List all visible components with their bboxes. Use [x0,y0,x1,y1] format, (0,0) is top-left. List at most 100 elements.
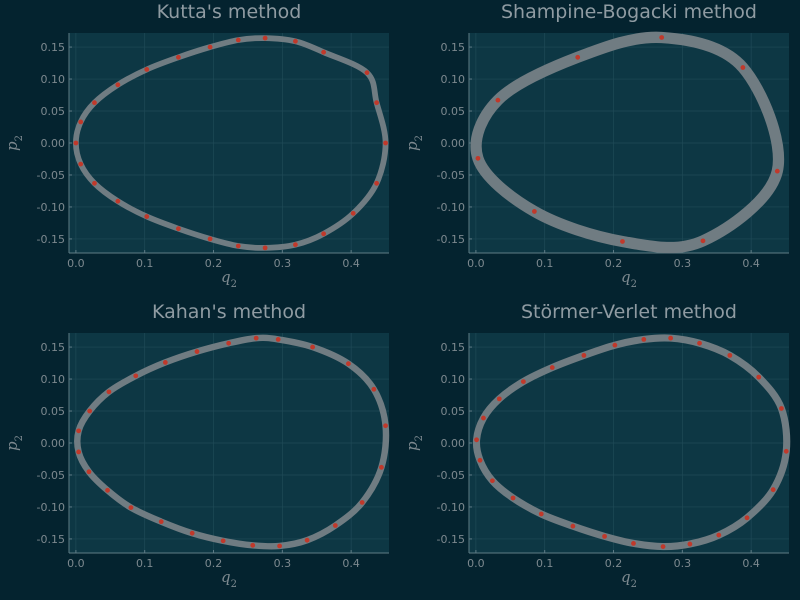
data-point [612,342,618,348]
x-tick-label: 0.1 [136,257,154,270]
data-point [106,389,112,395]
chart-panel-4: 0.0 0.1 0.2 0.3 0.4 -0.15 -0.10 -0.05 0.00 0.05 0.… [403,301,791,590]
y-tick-label: 0.00 [41,137,66,150]
data-point [128,505,134,510]
x-tick-label: 0.4 [342,257,360,270]
y-tick-label: -0.15 [37,533,65,546]
data-point [144,67,150,72]
data-point [293,242,298,248]
data-point [359,500,365,505]
y-axis-label: p2 [403,435,425,451]
data-point [756,374,762,380]
data-point [660,544,666,549]
y-tick-label: -0.15 [437,233,465,246]
y-tick-label: -0.05 [437,469,465,482]
data-point [581,352,587,358]
y-tick-label: -0.05 [37,469,65,482]
data-point [207,236,213,242]
data-point [659,35,665,40]
data-point [78,161,84,167]
data-point [538,511,544,517]
x-axis-label-main: q [621,568,631,586]
data-point [115,82,121,88]
y-axis-label: p2 [403,135,425,151]
data-point [162,360,168,365]
data-point [475,155,481,161]
y-axis-label-sub: 2 [414,435,425,441]
y-tick-label: -0.05 [437,169,465,182]
y-tick-label: 0.05 [441,105,466,118]
data-point [371,386,377,392]
y-tick-label: -0.05 [37,169,65,182]
x-axis-label: q2 [621,568,637,590]
x-tick-label: 0.2 [605,557,623,570]
data-point [76,428,82,434]
data-point [92,180,97,186]
data-point [496,396,502,402]
x-axis-label: q2 [221,268,237,290]
y-axis-label-main: p [3,441,21,451]
x-tick-label: 0.1 [536,557,554,570]
data-point [495,97,501,103]
data-point [490,478,495,484]
data-point [474,437,479,443]
y-axis-label-sub: 2 [14,435,25,441]
chart-panel-2: 0.0 0.1 0.2 0.3 0.4 -0.15 -0.10 -0.05 0.00 0.05 0.… [403,1,789,290]
y-tick-label: 0.00 [41,437,66,450]
chart-title: Shampine-Bogacki method [501,1,757,23]
data-point [176,226,181,232]
data-point [304,537,310,543]
data-point [744,515,750,521]
data-point [92,100,97,106]
data-point [620,239,625,244]
x-tick-label: 0.1 [536,257,554,270]
data-point [740,65,746,70]
data-point [549,365,555,370]
y-tick-label: 0.10 [41,73,66,86]
data-point [78,119,84,125]
data-point [520,379,526,384]
data-point [346,361,351,367]
data-point [277,543,282,549]
data-point [774,168,780,174]
y-tick-label: 0.00 [441,137,466,150]
chart-title: Kutta's method [157,1,302,23]
x-axis-label: q2 [621,268,637,290]
data-point [716,532,722,538]
data-point [510,495,516,501]
chart-panel-1: 0.0 0.1 0.2 0.3 0.4 -0.15 -0.10 -0.05 0.00 0.05 0.… [3,1,389,290]
data-point [364,70,370,76]
data-point [668,335,674,341]
y-tick-label: 0.05 [41,105,66,118]
data-point [374,180,380,186]
data-point [531,209,537,214]
data-point [310,344,316,350]
data-point [76,449,82,455]
y-tick-label: 0.15 [41,341,66,354]
data-point [700,238,706,244]
chart-title: Störmer-Verlet method [521,301,737,323]
data-point [189,530,195,536]
data-point [350,210,356,216]
y-axis-label-main: p [403,141,421,151]
data-point [105,487,110,493]
x-axis-label-main: q [221,568,231,586]
x-tick-label: 0.0 [67,557,85,570]
y-axis-label: p2 [3,435,25,451]
data-point [73,140,79,146]
y-tick-label: -0.10 [37,501,65,514]
y-tick-label: 0.05 [41,405,66,418]
x-tick-label: 0.0 [467,557,485,570]
chart-title: Kahan's method [152,301,306,323]
y-axis-label-main: p [403,441,421,451]
data-point [770,487,776,493]
data-point [235,243,241,249]
x-tick-label: 0.0 [467,257,485,270]
data-point [176,54,181,60]
data-point [697,340,702,346]
y-tick-label: -0.15 [37,233,65,246]
y-tick-label: 0.00 [441,437,466,450]
x-axis-label: q2 [221,568,237,590]
y-tick-label: -0.10 [437,201,465,214]
data-point [262,35,268,41]
